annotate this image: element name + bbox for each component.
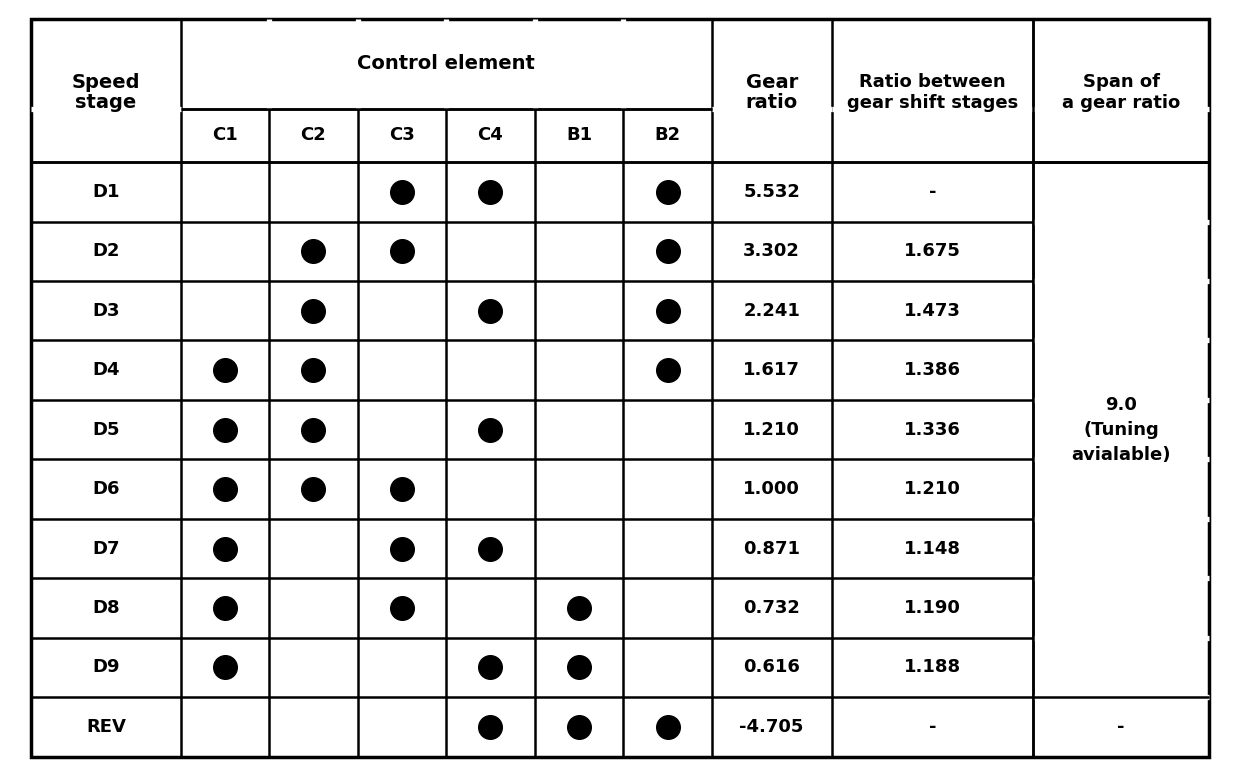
Text: -: - xyxy=(929,183,936,201)
Text: D5: D5 xyxy=(92,421,119,438)
Text: D4: D4 xyxy=(92,361,119,379)
Text: 0.871: 0.871 xyxy=(743,539,800,557)
Text: -: - xyxy=(929,718,936,736)
Text: 1.148: 1.148 xyxy=(904,539,961,557)
Text: a gear ratio: a gear ratio xyxy=(1061,94,1180,112)
Text: 1.473: 1.473 xyxy=(904,302,961,320)
Text: 1.210: 1.210 xyxy=(743,421,800,438)
Text: D2: D2 xyxy=(92,242,119,260)
Text: D9: D9 xyxy=(92,658,119,677)
Text: stage: stage xyxy=(76,93,136,113)
Text: D6: D6 xyxy=(92,480,119,498)
Text: 1.188: 1.188 xyxy=(904,658,961,677)
Text: Gear: Gear xyxy=(745,73,797,92)
Text: 1.190: 1.190 xyxy=(904,599,961,617)
Text: 1.210: 1.210 xyxy=(904,480,961,498)
Text: -: - xyxy=(1117,718,1125,736)
Text: 1.675: 1.675 xyxy=(904,242,961,260)
Text: C2: C2 xyxy=(300,126,326,144)
Text: C1: C1 xyxy=(212,126,238,144)
Text: B2: B2 xyxy=(655,126,681,144)
Text: 9.0
(Tuning
avialable): 9.0 (Tuning avialable) xyxy=(1071,396,1171,463)
Text: C3: C3 xyxy=(389,126,415,144)
Text: 1.000: 1.000 xyxy=(743,480,800,498)
Text: C4: C4 xyxy=(477,126,503,144)
Text: 3.302: 3.302 xyxy=(743,242,800,260)
Text: Ratio between: Ratio between xyxy=(859,73,1006,91)
Text: 0.616: 0.616 xyxy=(743,658,800,677)
Text: D8: D8 xyxy=(92,599,119,617)
Text: 2.241: 2.241 xyxy=(743,302,800,320)
Text: 0.732: 0.732 xyxy=(743,599,800,617)
Text: 1.336: 1.336 xyxy=(904,421,961,438)
Text: Speed: Speed xyxy=(72,73,140,92)
Text: B1: B1 xyxy=(565,126,591,144)
Text: Span of: Span of xyxy=(1083,73,1159,91)
Text: -4.705: -4.705 xyxy=(739,718,804,736)
Text: D1: D1 xyxy=(92,183,119,201)
Text: ratio: ratio xyxy=(745,93,797,113)
Text: 5.532: 5.532 xyxy=(743,183,800,201)
Text: 1.617: 1.617 xyxy=(743,361,800,379)
Text: 1.386: 1.386 xyxy=(904,361,961,379)
Text: D3: D3 xyxy=(92,302,119,320)
Text: gear shift stages: gear shift stages xyxy=(847,94,1018,112)
Text: D7: D7 xyxy=(92,539,119,557)
Text: Control element: Control element xyxy=(357,54,536,74)
Text: REV: REV xyxy=(86,718,125,736)
